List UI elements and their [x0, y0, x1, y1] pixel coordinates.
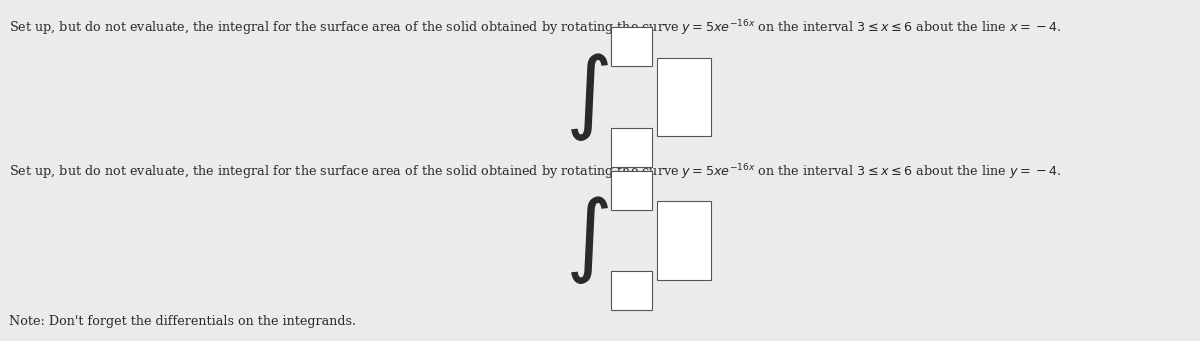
Text: Set up, but do not evaluate, the integral for the surface area of the solid obta: Set up, but do not evaluate, the integra…	[8, 19, 1061, 38]
Text: Note: Don't forget the differentials on the integrands.: Note: Don't forget the differentials on …	[8, 315, 355, 328]
Bar	[658, 58, 710, 136]
Text: Set up, but do not evaluate, the integral for the surface area of the solid obta: Set up, but do not evaluate, the integra…	[8, 162, 1061, 181]
Bar	[658, 201, 710, 280]
Text: $\int$: $\int$	[564, 194, 608, 286]
Bar	[611, 170, 652, 210]
Bar	[611, 27, 652, 66]
Bar	[611, 271, 652, 310]
Bar	[611, 128, 652, 167]
Text: $\int$: $\int$	[564, 51, 608, 143]
